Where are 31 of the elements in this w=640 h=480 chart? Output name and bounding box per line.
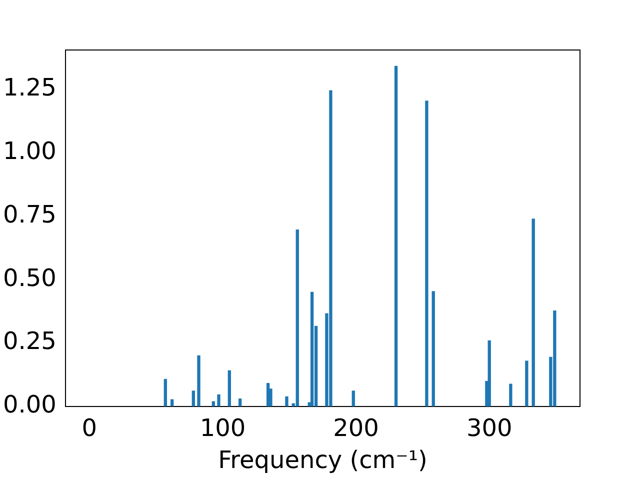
bar (432, 291, 435, 406)
x-tick-label: 100 (200, 414, 246, 442)
bar (296, 230, 299, 406)
bar (164, 378, 167, 406)
bar (197, 355, 200, 406)
bar (228, 370, 231, 406)
bar (532, 218, 535, 406)
x-tick-label: 0 (82, 414, 98, 442)
bar (425, 100, 428, 406)
bar (525, 360, 528, 406)
y-tick-label: 1.25 (3, 74, 56, 102)
bar (238, 398, 242, 406)
x-tick-label: 200 (333, 414, 379, 442)
y-tick-label: 0.75 (3, 200, 56, 228)
bar (488, 340, 491, 406)
x-tick-label: 300 (466, 414, 512, 442)
bar (352, 390, 355, 406)
bar (310, 292, 314, 406)
bar (192, 390, 195, 406)
bar (394, 66, 398, 406)
x-axis-title: Frequency (cm⁻¹) (218, 446, 428, 474)
bar (553, 310, 556, 406)
bar (217, 394, 220, 406)
bar (170, 399, 174, 406)
y-tick-label: 0.50 (3, 264, 56, 292)
y-tick-label: 0.00 (3, 390, 56, 419)
bar (285, 396, 288, 406)
y-tick-label: 1.00 (3, 136, 56, 165)
bar (509, 384, 512, 406)
y-tick-label: 0.25 (3, 327, 56, 356)
bar (329, 90, 332, 406)
